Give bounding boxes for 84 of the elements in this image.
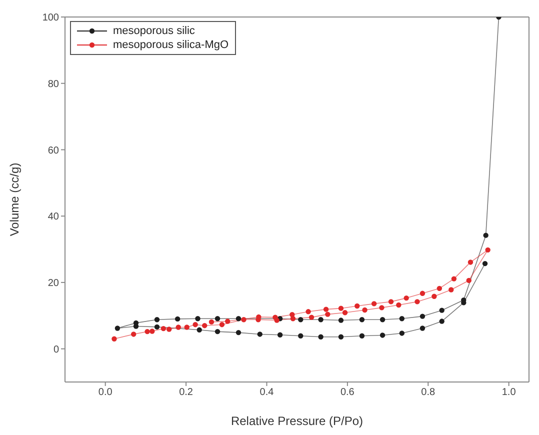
point — [399, 316, 405, 322]
point — [154, 324, 160, 330]
point — [448, 287, 454, 292]
point — [290, 312, 295, 318]
point — [208, 319, 214, 325]
x-axis-title: Relative Pressure (P/Po) — [230, 414, 364, 428]
point — [439, 318, 444, 324]
point — [160, 326, 166, 332]
point — [420, 290, 426, 296]
point — [236, 330, 242, 336]
x-tick-label: 0.6 — [340, 387, 355, 398]
y-axis-title: Volume (cc/g) — [7, 162, 22, 236]
point — [380, 332, 386, 338]
point — [414, 299, 420, 304]
y-tick-label: 20 — [48, 278, 60, 290]
point — [202, 322, 208, 328]
point — [241, 317, 246, 322]
point — [144, 328, 150, 334]
point — [468, 260, 474, 265]
y-tick-label: 100 — [42, 12, 60, 24]
point — [404, 295, 409, 301]
point — [306, 309, 311, 314]
point — [214, 328, 220, 334]
point — [318, 334, 324, 340]
point — [114, 326, 120, 331]
point — [166, 326, 172, 332]
point — [388, 299, 394, 304]
point — [338, 318, 344, 323]
point — [436, 286, 442, 292]
point — [195, 316, 200, 322]
point — [150, 328, 155, 334]
point — [432, 294, 437, 299]
point — [338, 334, 344, 340]
point — [308, 314, 314, 320]
point — [325, 312, 330, 317]
point — [451, 276, 457, 282]
point — [277, 332, 283, 338]
point — [236, 316, 242, 322]
point — [396, 302, 402, 308]
point — [219, 322, 225, 328]
point — [174, 316, 180, 322]
point — [420, 314, 426, 319]
x-tick-label: 0.4 — [260, 387, 274, 398]
point — [483, 232, 488, 238]
point — [323, 306, 329, 312]
point — [466, 278, 472, 284]
point — [371, 301, 377, 306]
x-tick-label: 0.0 — [98, 387, 113, 398]
legend-label: mesoporous silic — [113, 24, 195, 38]
point — [192, 322, 198, 328]
point — [359, 317, 365, 322]
point — [112, 336, 117, 342]
point — [298, 317, 304, 322]
legend-label: mesoporous silica-MgO — [113, 38, 229, 52]
x-tick-label: 1.0 — [502, 387, 516, 398]
point — [379, 305, 384, 310]
point — [342, 310, 348, 316]
point — [154, 317, 160, 322]
y-tick-label: 80 — [48, 78, 60, 90]
point — [196, 327, 202, 333]
point — [439, 308, 444, 313]
point — [362, 307, 368, 313]
point — [176, 324, 181, 330]
point — [482, 260, 488, 266]
point — [214, 316, 220, 322]
point — [359, 333, 365, 338]
y-tick-label: 40 — [48, 212, 60, 223]
y-tick-label: 0 — [53, 344, 60, 356]
point — [354, 303, 360, 309]
point — [298, 333, 304, 338]
x-tick-label: 0.2 — [179, 387, 194, 398]
point — [184, 324, 190, 330]
x-tick-label: 0.8 — [421, 387, 436, 398]
point — [399, 330, 405, 336]
point — [225, 318, 230, 324]
point — [420, 326, 426, 331]
point — [338, 306, 344, 311]
point — [380, 317, 386, 322]
point — [272, 314, 278, 320]
point — [318, 317, 324, 322]
point — [257, 332, 262, 337]
point — [485, 247, 490, 253]
y-tick-label: 60 — [48, 145, 60, 156]
point — [130, 332, 136, 337]
